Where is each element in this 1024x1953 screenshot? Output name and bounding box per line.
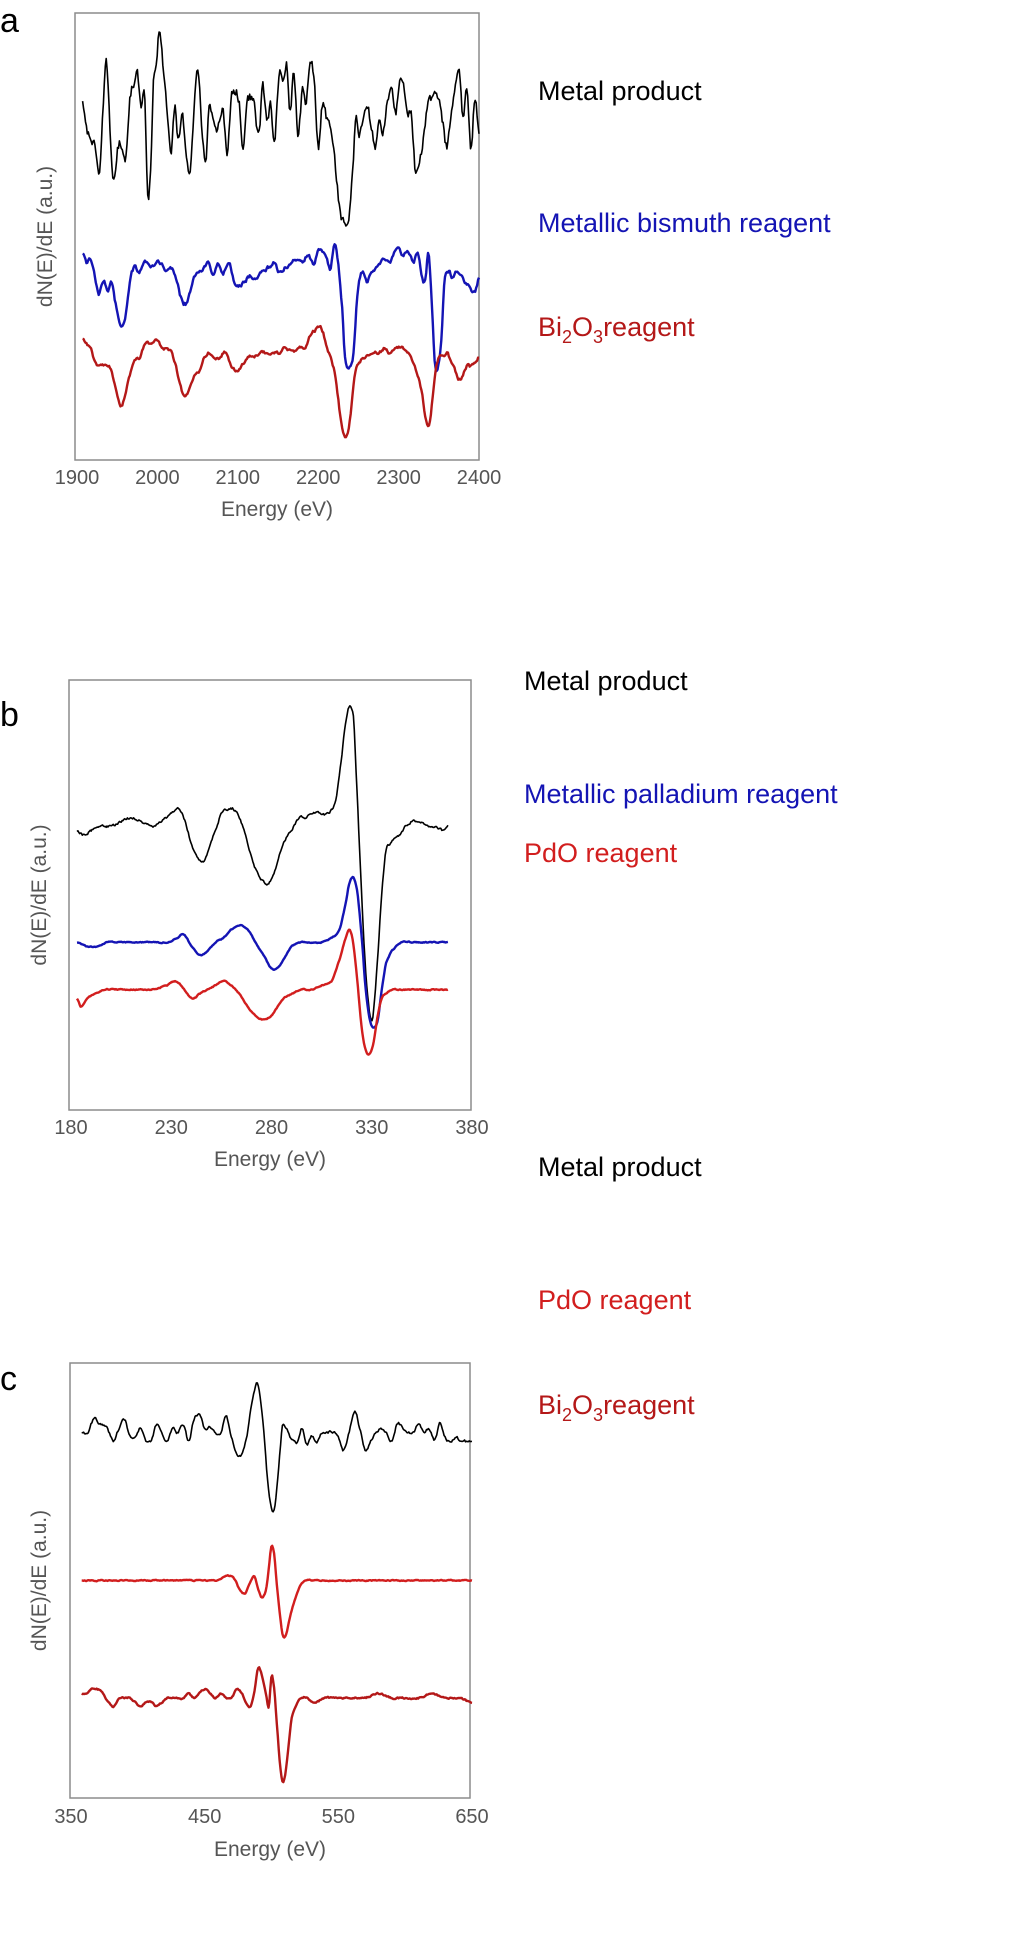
x-tick-label: 280 — [255, 1117, 288, 1139]
legend-label-part: O — [572, 312, 593, 342]
panel-letter-a: a — [0, 2, 19, 40]
x-tick-label: 2300 — [376, 467, 421, 489]
legend-label-part: O — [572, 1390, 593, 1420]
chart-panel-b: 180 230 280 330 380 Energy (eV) dN(E)/dE (a.u.… — [28, 666, 838, 1171]
legend-label-part: reagent — [603, 1390, 695, 1420]
x-axis-title: Energy (eV) — [221, 498, 333, 521]
x-tick-label: 650 — [455, 1806, 488, 1828]
y-axis-title: dN(E)/dE (a.u.) — [34, 166, 57, 307]
x-tick-label: 450 — [188, 1806, 221, 1828]
x-tick-label: 2400 — [457, 467, 502, 489]
legend-label-part: Metal product — [538, 1152, 702, 1182]
series-line-metallic-bismuth-reagent — [82, 243, 481, 373]
legend-label-part: Bi — [538, 312, 562, 342]
legend-label-part: Metallic bismuth reagent — [538, 208, 831, 238]
plot-frame — [74, 12, 480, 461]
x-tick-label: 2100 — [216, 467, 261, 489]
series-line-bi2o3-reagent — [81, 1666, 473, 1784]
legend-label-pdo-reagent: PdO reagent — [538, 1285, 692, 1315]
x-axis-title: Energy (eV) — [214, 1148, 326, 1171]
series-line-metal-product — [81, 1382, 473, 1513]
x-tick-label: 180 — [54, 1117, 87, 1139]
x-tick-label: 230 — [155, 1117, 188, 1139]
plot-frame — [68, 679, 472, 1111]
legend-label-part: PdO reagent — [538, 1285, 692, 1315]
legend-label-part: reagent — [603, 312, 695, 342]
legend-label-part: 3 — [593, 1405, 603, 1425]
chart-panel-a: 1900 2000 2100 2200 2300 2400 Energy (eV) dN(E)… — [34, 12, 831, 521]
legend-label-pdo-reagent: PdO reagent — [524, 838, 678, 868]
legend-label-bi2o3-reagent: Bi2O3reagent — [538, 312, 695, 347]
y-axis-title: dN(E)/dE (a.u.) — [28, 1510, 51, 1651]
legend-label-bi2o3-reagent: Bi2O3reagent — [538, 1390, 695, 1425]
legend-label-part: 3 — [593, 327, 603, 347]
legend-label-part: Bi — [538, 1390, 562, 1420]
legend-label-metal-product: Metal product — [538, 76, 702, 106]
x-tick-label: 380 — [455, 1117, 488, 1139]
panel-letter-b: b — [0, 696, 19, 734]
legend-label-part: PdO reagent — [524, 838, 678, 868]
x-tick-label: 330 — [355, 1117, 388, 1139]
panel-letter-c: c — [0, 1360, 17, 1398]
series-line-bi2o3-reagent — [82, 324, 480, 439]
x-tick-label: 1900 — [55, 467, 100, 489]
x-tick-label: 550 — [322, 1806, 355, 1828]
legend-label-part: Metallic palladium reagent — [524, 779, 838, 809]
legend-label-metallic-bismuth-reagent: Metallic bismuth reagent — [538, 208, 831, 238]
series-line-metal-product — [81, 31, 480, 227]
x-tick-label: 2000 — [135, 467, 180, 489]
legend-label-part: 2 — [562, 327, 572, 347]
chart-panel-c: 350 450 550 650 Energy (eV) dN(E)/dE (a.u.) Me… — [28, 1152, 702, 1861]
series-line-metal-product — [76, 704, 449, 1022]
legend-label-metal-product: Metal product — [524, 666, 688, 696]
legend-label-metallic-palladium-reagent: Metallic palladium reagent — [524, 779, 838, 809]
legend-label-part: 2 — [562, 1405, 572, 1425]
legend-label-metal-product: Metal product — [538, 1152, 702, 1182]
legend-label-part: Metal product — [524, 666, 688, 696]
x-tick-label: 350 — [54, 1806, 87, 1828]
y-axis-title: dN(E)/dE (a.u.) — [28, 824, 51, 965]
series-line-pdo-reagent — [81, 1544, 473, 1639]
legend-label-part: Metal product — [538, 76, 702, 106]
x-tick-label: 2200 — [296, 467, 341, 489]
series-line-pdo-reagent — [75, 928, 449, 1056]
series-line-metallic-palladium-reagent — [76, 875, 449, 1029]
x-axis-title: Energy (eV) — [214, 1838, 326, 1861]
